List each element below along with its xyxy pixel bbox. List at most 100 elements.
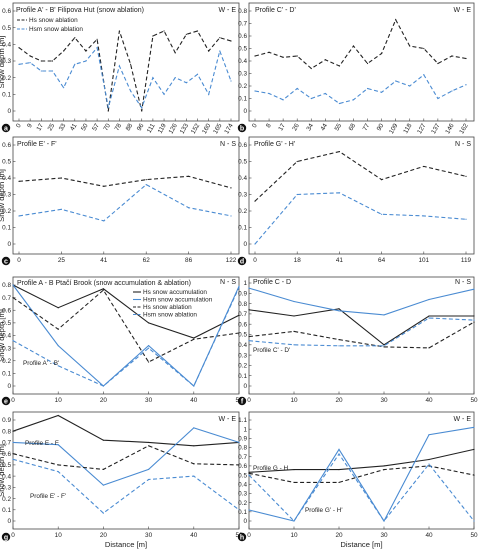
data-point [148, 478, 150, 481]
x-tick-label: 127 [416, 122, 428, 135]
data-point [102, 512, 104, 514]
y-tick-label: 0.6 [2, 142, 11, 149]
data-point [338, 65, 340, 67]
data-point [102, 484, 104, 486]
y-tick-label: 0.2 [2, 208, 11, 215]
x-tick-label: 152 [190, 122, 202, 135]
data-point [57, 307, 59, 309]
data-point [208, 93, 210, 95]
data-point [188, 207, 190, 209]
y-tick-label: 0 [243, 383, 247, 390]
data-point [129, 90, 132, 92]
y-tick-label: 0.2 [238, 363, 247, 370]
series-line-2 [254, 192, 467, 245]
data-point [57, 464, 59, 466]
data-point [293, 330, 295, 333]
x-tick-label: 90 [376, 122, 386, 132]
panel-letter-badge [237, 396, 247, 406]
series-line-1 [248, 448, 475, 473]
y-tick-label: 0.4 [238, 342, 247, 349]
panel-letter: a [4, 126, 8, 133]
data-point [185, 82, 187, 84]
direction-label: W - E [219, 416, 237, 423]
y-tick-label: 0.2 [238, 208, 247, 215]
y-tick-label: 0.3 [2, 485, 11, 492]
series-line-1 [254, 18, 467, 70]
data-point [395, 80, 397, 82]
y-axis-label: Snow depth [m] [0, 309, 6, 362]
y-tick-label: 0.1 [238, 509, 247, 516]
x-tick-label: 0 [11, 532, 15, 539]
y-tick-label: 0.2 [2, 75, 11, 82]
data-point [451, 55, 453, 57]
y-tick-label: 0.3 [2, 345, 11, 352]
data-point [12, 430, 14, 432]
chart-panel-b: 00.10.20.30.40.50.60.70.80 8 17 26 34 44 55 68 7… [237, 2, 475, 135]
y-tick-label: 0.3 [238, 352, 247, 359]
x-tick-label: 77 [362, 122, 372, 132]
data-point [208, 50, 210, 52]
data-point [473, 319, 475, 321]
legend-label: Hsm snow accumulation [143, 297, 213, 304]
data-point [428, 434, 430, 436]
x-tick-label: 41 [69, 122, 79, 132]
data-point [60, 208, 63, 210]
data-point [193, 427, 195, 429]
x-tick-label: 0 [11, 397, 15, 404]
data-point [381, 179, 383, 181]
data-point [102, 288, 104, 290]
x-tick-label: 96 [136, 122, 146, 132]
data-point [102, 468, 104, 470]
y-tick-label: 0.5 [2, 25, 11, 32]
data-point [383, 344, 385, 346]
plot-frame-d [248, 136, 475, 255]
data-point [141, 107, 143, 109]
data-point [423, 215, 425, 217]
direction-label: W - E [454, 7, 472, 14]
data-point [145, 184, 147, 186]
x-tick-label: 30 [145, 397, 153, 404]
data-point [437, 97, 439, 100]
y-tick-label: 0.6 [2, 451, 11, 458]
data-point [423, 74, 425, 76]
data-point [163, 30, 165, 32]
x-tick-label: 30 [380, 532, 388, 539]
data-point [63, 87, 65, 89]
y-tick-label: 0.5 [238, 159, 247, 166]
x-tick-label: 20 [335, 532, 343, 539]
data-point [107, 110, 109, 112]
x-axis-label: Distance [m] [105, 540, 147, 549]
y-tick-label: 0 [243, 518, 247, 525]
chart-panel-e: 00.10.20.30.40.50.60.70.801020304050Prof… [0, 276, 243, 406]
data-point [60, 177, 63, 179]
data-point [148, 345, 150, 347]
data-point [57, 345, 59, 347]
data-point [437, 62, 439, 65]
data-point [248, 472, 250, 474]
data-point [230, 80, 232, 82]
data-point [103, 185, 105, 187]
x-tick-label: 0 [251, 122, 259, 129]
data-point [423, 47, 425, 50]
data-point [230, 40, 232, 42]
data-point [18, 180, 20, 182]
data-point [293, 315, 295, 317]
x-tick-label: 86 [185, 257, 193, 264]
panel-title: Profile G' - H' [254, 141, 295, 148]
x-tick-label: 34 [305, 122, 315, 132]
x-tick-label: 109 [388, 122, 400, 135]
y-tick-label: 0 [7, 383, 11, 390]
legend-label: Hs snow accumulation [143, 289, 207, 296]
y-tick-label: 0 [7, 108, 11, 115]
data-point [85, 50, 87, 52]
y-tick-label: 0.1 [2, 225, 11, 232]
data-point [102, 439, 104, 441]
panel-letter-badge [237, 123, 247, 133]
y-tick-label: 1 [243, 280, 247, 287]
y-tick-label: 0.5 [2, 159, 11, 166]
y-axis-label: Snow depth [m] [0, 444, 6, 497]
data-point [268, 51, 270, 53]
data-point [238, 441, 240, 444]
direction-label: N - S [220, 141, 236, 148]
data-point [254, 55, 256, 57]
